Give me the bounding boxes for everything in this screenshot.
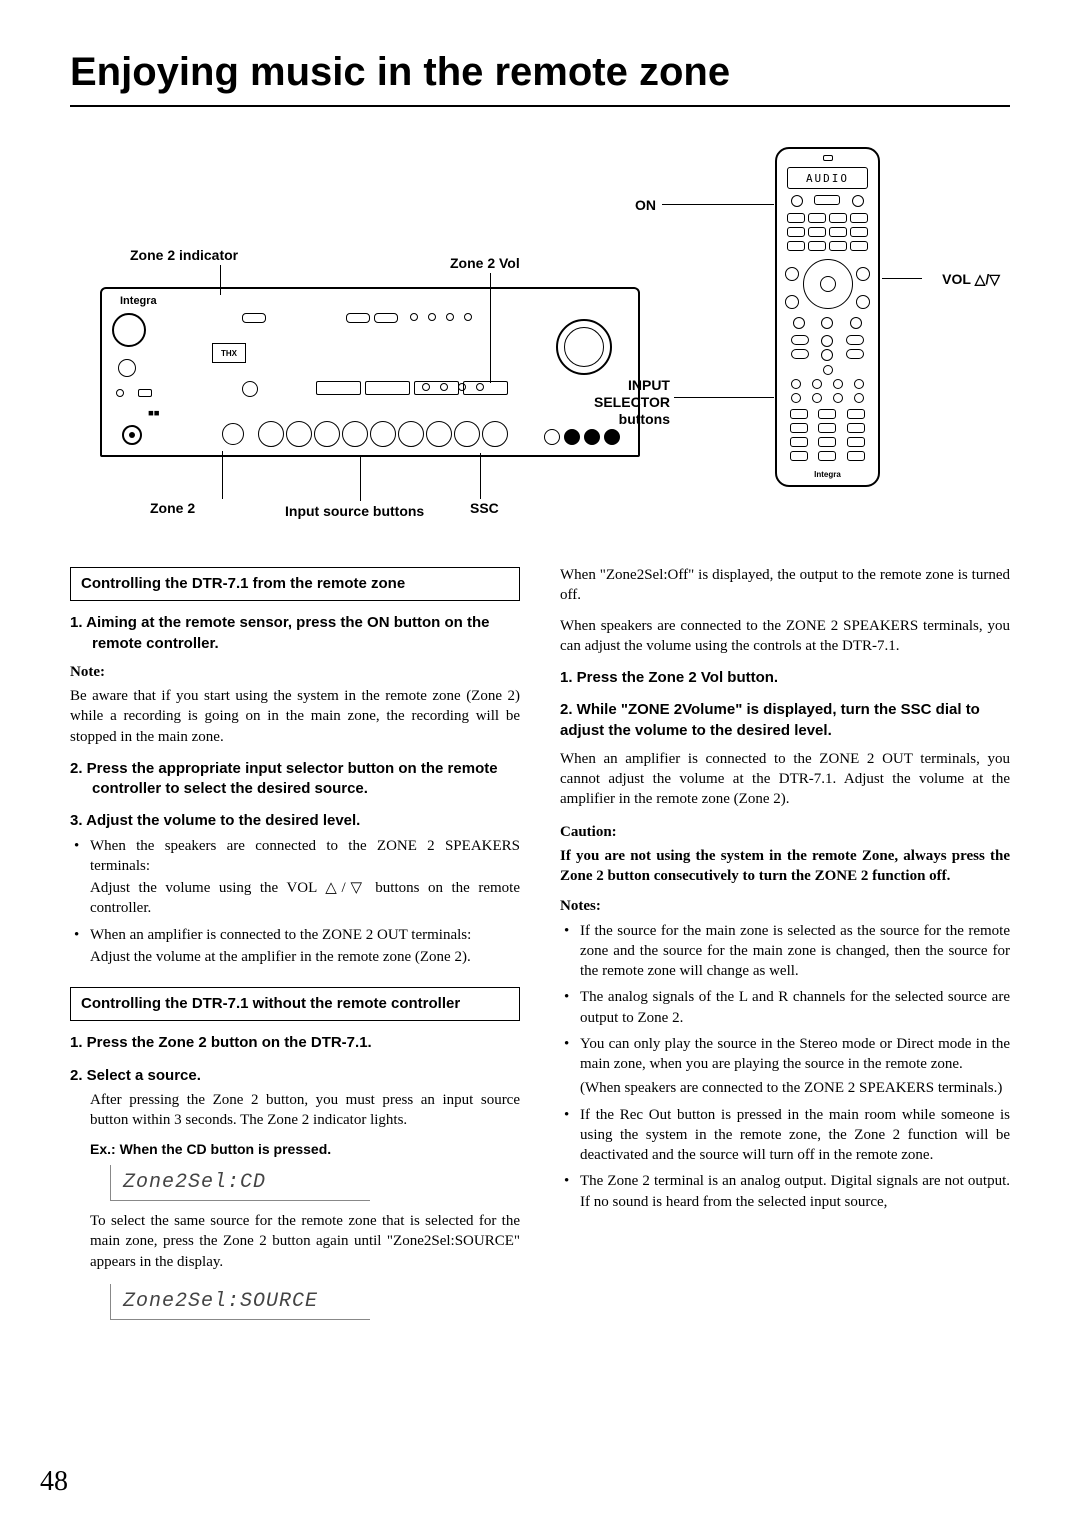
step-b2-body: After pressing the Zone 2 button, you mu… [90, 1090, 520, 1131]
lcd-display-2: Zone2Sel:SOURCE [110, 1284, 370, 1320]
label-on: ON [635, 197, 656, 213]
note-1: If the source for the main zone is selec… [580, 921, 1010, 982]
note-3-text: You can only play the source in the Ster… [580, 1036, 1010, 1072]
section-box-noremote: Controlling the DTR-7.1 without the remo… [70, 987, 520, 1021]
label-zone2-indicator: Zone 2 indicator [130, 247, 238, 263]
knob-main [556, 319, 612, 375]
bullet-sub: Adjust the volume at the amplifier in th… [90, 947, 520, 967]
receiver-brand: Integra [120, 295, 157, 307]
page-title: Enjoying music in the remote zone [70, 50, 1010, 107]
note-5: The Zone 2 terminal is an analog output.… [580, 1171, 1010, 1212]
note-2: The analog signals of the L and R channe… [580, 987, 1010, 1028]
note-3-sub: (When speakers are connected to the ZONE… [580, 1078, 1010, 1098]
step-2: 2. Press the appropriate input selector … [70, 759, 520, 800]
bullet-text: When an amplifier is connected to the ZO… [90, 927, 471, 943]
label-zone2-vol: Zone 2 Vol [450, 255, 520, 271]
r-p3: When an amplifier is connected to the ZO… [560, 749, 1010, 810]
step-1: 1. Aiming at the remote sensor, press th… [70, 613, 520, 654]
diagram: Integra THX [70, 147, 1010, 537]
right-column: When "Zone2Sel:Off" is displayed, the ou… [560, 557, 1010, 1330]
step-3: 3. Adjust the volume to the desired leve… [70, 811, 520, 831]
r-p1: When "Zone2Sel:Off" is displayed, the ou… [560, 565, 1010, 606]
note-body: Be aware that if you start using the sys… [70, 686, 520, 747]
label-input-selector: INPUT SELECTOR buttons [594, 377, 670, 427]
example-heading: Ex.: When the CD button is pressed. [90, 1140, 520, 1159]
caution-body: If you are not using the system in the r… [560, 846, 1010, 887]
r-step1: 1. Press the Zone 2 Vol button. [560, 668, 1010, 688]
step-b1: 1. Press the Zone 2 button on the DTR-7.… [70, 1033, 520, 1053]
receiver-illustration: Integra THX [100, 287, 640, 457]
lcd-display-1: Zone2Sel:CD [110, 1165, 370, 1201]
knob-power [112, 313, 146, 347]
note-heading: Note: [70, 662, 520, 682]
note-4: If the Rec Out button is pressed in the … [580, 1105, 1010, 1166]
label-zone2: Zone 2 [150, 500, 195, 516]
bullet-amplifier: When an amplifier is connected to the ZO… [90, 925, 520, 968]
notes-heading: Notes: [560, 896, 1010, 916]
section-box-remote: Controlling the DTR-7.1 from the remote … [70, 567, 520, 601]
remote-display: AUDIO [787, 167, 868, 189]
content-columns: Controlling the DTR-7.1 from the remote … [70, 557, 1010, 1330]
note-3: You can only play the source in the Ster… [580, 1034, 1010, 1099]
label-vol: VOL △/▽ [942, 271, 1000, 288]
bullet-text: When the speakers are connected to the Z… [90, 838, 520, 874]
step-b2: 2. Select a source. [70, 1066, 520, 1086]
label-ssc: SSC [470, 500, 499, 516]
label-input-source: Input source buttons [285, 503, 424, 519]
page-number: 48 [40, 1466, 68, 1498]
remote-brand: Integra [777, 470, 878, 479]
r-step2: 2. While "ZONE 2Volume" is displayed, tu… [560, 700, 1010, 741]
left-column: Controlling the DTR-7.1 from the remote … [70, 557, 520, 1330]
bullet-sub: Adjust the volume using the VOL △/▽ butt… [90, 878, 520, 919]
caution-heading: Caution: [560, 822, 1010, 842]
r-p2: When speakers are connected to the ZONE … [560, 616, 1010, 657]
step-b2-body2: To select the same source for the remote… [90, 1211, 520, 1272]
bullet-speakers: When the speakers are connected to the Z… [90, 836, 520, 919]
remote-illustration: AUDIO Integra [775, 147, 880, 487]
